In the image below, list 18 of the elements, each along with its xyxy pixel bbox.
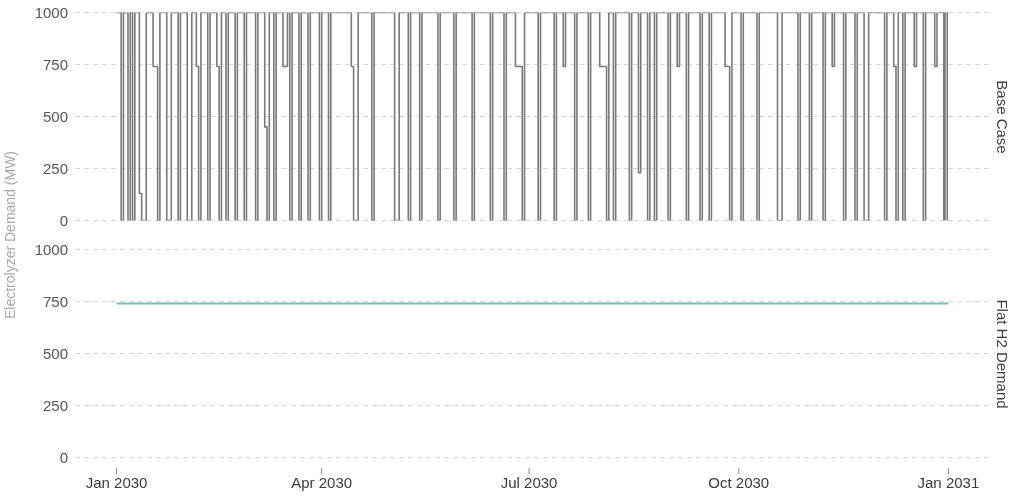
y-tick-label: 500 bbox=[42, 344, 68, 362]
x-tick-label: Jan 2030 bbox=[85, 473, 148, 491]
y-tick-label: 250 bbox=[42, 159, 68, 177]
y-tick-label: 0 bbox=[59, 211, 68, 229]
x-tick-label: Jan 2031 bbox=[917, 473, 980, 491]
y-tick-label: 1000 bbox=[34, 3, 68, 21]
y-tick-label: 0 bbox=[59, 448, 68, 466]
x-tick-label: Apr 2030 bbox=[291, 473, 353, 491]
y-tick-label: 750 bbox=[42, 55, 68, 73]
text: Flat H2 Demand bbox=[993, 298, 1011, 409]
y-tick-label: 1000 bbox=[34, 240, 68, 258]
y-tick-label: 750 bbox=[42, 292, 68, 310]
y-tick-label: 500 bbox=[42, 107, 68, 125]
text: Base Case bbox=[993, 79, 1011, 154]
x-tick-label: Jul 2030 bbox=[500, 473, 558, 491]
y-axis-title: Electrolyzer Demand (MW) bbox=[2, 150, 18, 320]
y-tick-label: 250 bbox=[42, 396, 68, 414]
x-tick-label: Oct 2030 bbox=[708, 473, 770, 491]
